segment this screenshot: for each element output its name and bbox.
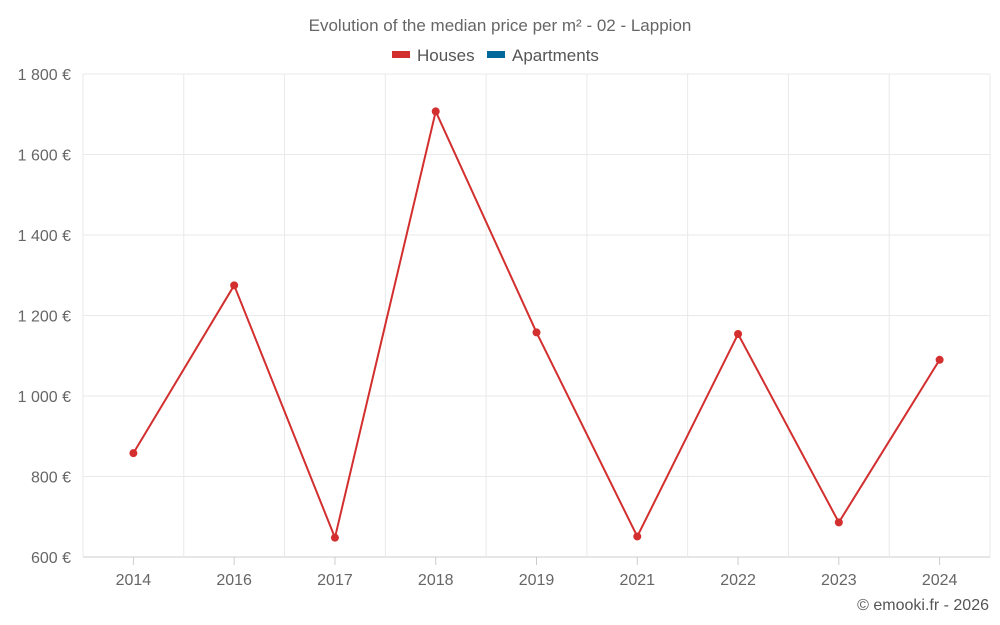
series-layer [129, 107, 944, 542]
y-tick-label: 1 800 € [18, 67, 71, 84]
x-tick-label: 2017 [317, 572, 353, 589]
data-point-2023[interactable] [834, 518, 843, 527]
data-point-2018[interactable] [431, 107, 440, 116]
legend-label: Apartments [512, 46, 599, 65]
x-tick-label: 2019 [519, 572, 555, 589]
legend: Houses Apartments [392, 46, 599, 65]
legend-label: Houses [417, 46, 475, 65]
legend-swatch [487, 51, 505, 58]
data-point-2016[interactable] [230, 281, 239, 290]
y-axis: 600 € 800 € 1 000 € 1 200 € 1 400 € 1 600 € 1 … [18, 67, 71, 567]
y-tick-label: 1 200 € [18, 309, 71, 326]
legend-item-houses[interactable]: Houses [392, 46, 475, 65]
grid [82, 73, 991, 558]
y-tick-label: 600 € [31, 550, 71, 567]
chart-title: Evolution of the median price per m² - 0… [309, 16, 692, 35]
x-tick-label: 2014 [116, 572, 152, 589]
legend-swatch [392, 51, 410, 58]
data-point-2024[interactable] [935, 355, 944, 364]
x-axis: 2014 2016 2017 2018 2019 2021 2022 2023 2024 [116, 557, 958, 589]
x-tick-label: 2024 [922, 572, 958, 589]
data-point-2021[interactable] [633, 532, 642, 541]
credit-text: © emooki.fr - 2026 [857, 597, 989, 614]
y-tick-label: 1 400 € [18, 228, 71, 245]
x-tick-label: 2023 [821, 572, 857, 589]
data-point-2019[interactable] [532, 328, 541, 337]
x-tick-label: 2021 [619, 572, 655, 589]
series-line-houses [132, 110, 941, 539]
data-point-2017[interactable] [330, 533, 339, 542]
data-point-2014[interactable] [129, 449, 138, 458]
x-tick-label: 2018 [418, 572, 454, 589]
y-tick-label: 1 000 € [18, 389, 71, 406]
x-tick-label: 2016 [216, 572, 252, 589]
y-tick-label: 800 € [31, 470, 71, 487]
series-houses [129, 107, 944, 542]
y-tick-label: 1 600 € [18, 148, 71, 165]
legend-item-apartments[interactable]: Apartments [487, 46, 599, 65]
x-tick-label: 2022 [720, 572, 756, 589]
data-point-2022[interactable] [734, 330, 743, 339]
